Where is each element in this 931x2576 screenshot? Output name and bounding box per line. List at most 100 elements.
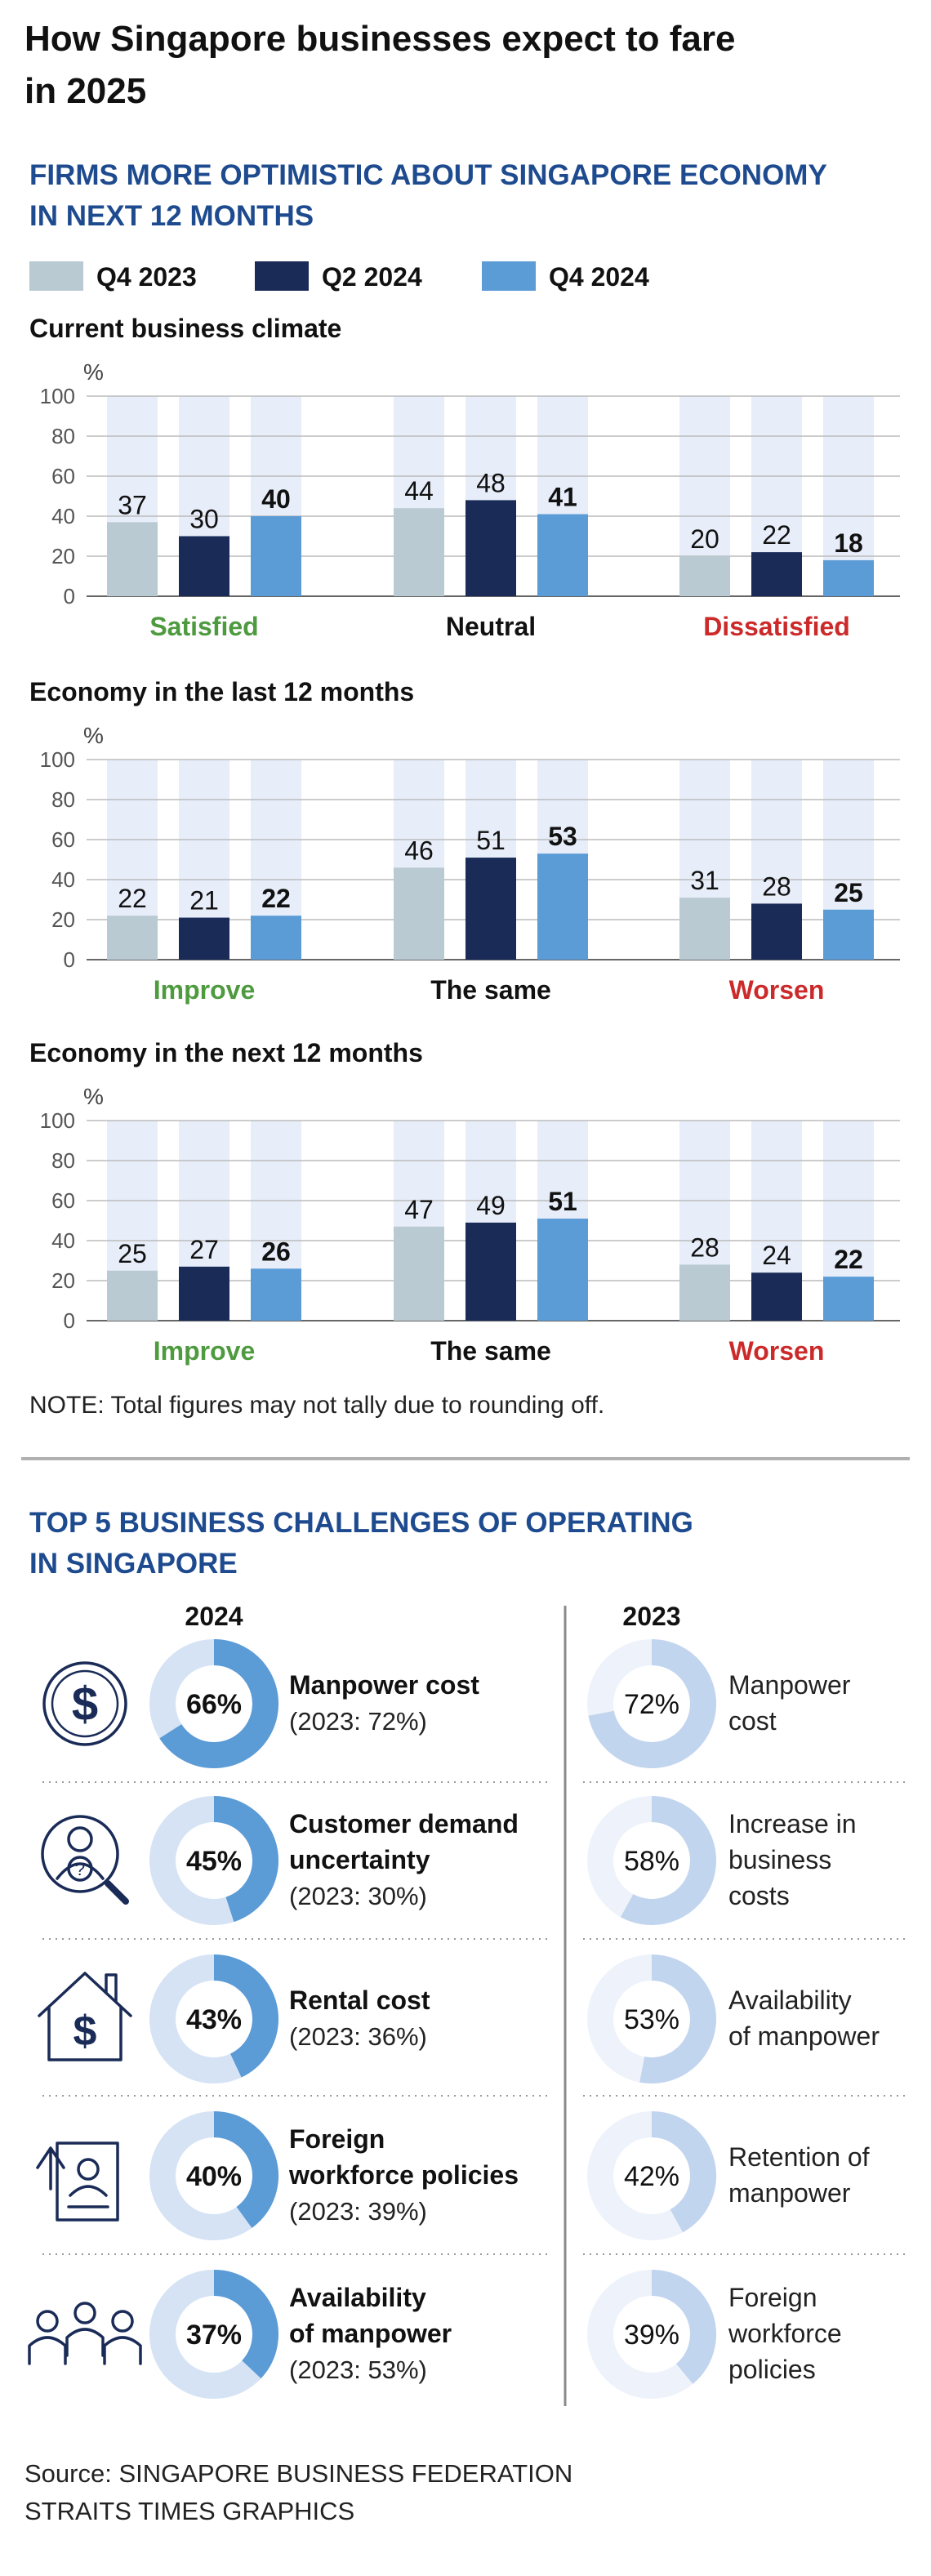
donut-arc [639, 1954, 717, 2084]
section-subtitle-line-2: IN NEXT 12 MONTHS [29, 200, 314, 232]
legend-swatch [29, 261, 83, 291]
column-header-2023: 2023 [622, 1602, 680, 1631]
bar-value-label: 44 [404, 476, 434, 506]
challenge-name-2023: workforce [728, 2319, 842, 2348]
bar [179, 917, 229, 960]
bar-value-label: 20 [690, 524, 719, 554]
bar [679, 1264, 730, 1321]
bar-value-label: 28 [690, 1232, 719, 1262]
category-label: Neutral [446, 612, 536, 641]
challenge-prior-value: (2023: 39%) [289, 2197, 427, 2226]
challenge-name: Foreign [289, 2124, 385, 2154]
dollar-glyph: $ [72, 1678, 98, 1731]
y-tick-label: 40 [51, 867, 75, 892]
donut-value-label: 58% [624, 1846, 679, 1877]
bar [251, 516, 301, 596]
donut-2023: 53% [587, 1954, 717, 2084]
donut-arc [651, 2270, 716, 2384]
chart-title: Economy in the next 12 months [29, 1038, 423, 1067]
challenge-name: uncertainty [289, 1845, 430, 1874]
bar-value-label: 47 [404, 1195, 434, 1224]
y-tick-label: 0 [64, 584, 75, 608]
bar-value-label: 22 [762, 520, 791, 550]
challenge-name-2023: Manpower [728, 1670, 851, 1700]
challenge-name-2023: Increase in [728, 1809, 857, 1838]
y-tick-label: 100 [40, 747, 75, 772]
donut-2024: 45% [149, 1796, 278, 1925]
section-divider [21, 1457, 910, 1460]
bar [107, 522, 158, 596]
donut-value-label: 45% [186, 1846, 242, 1877]
bar [823, 909, 874, 960]
donut-value-label: 40% [186, 2161, 242, 2192]
challenge-name: workforce policies [288, 2160, 519, 2190]
bar-value-label: 41 [548, 483, 577, 512]
challenge-prior-value: (2023: 30%) [289, 1882, 427, 1910]
category-label: Improve [154, 975, 255, 1005]
legend-swatch [255, 261, 309, 291]
challenge-name-2023: business [728, 1845, 831, 1874]
donut-value-label: 53% [624, 2004, 679, 2035]
source-line: STRAITS TIMES GRAPHICS [24, 2497, 354, 2525]
challenge-name-2023: Foreign [728, 2283, 817, 2312]
bar [751, 1272, 802, 1321]
column-header-2024: 2024 [185, 1602, 243, 1631]
question-glyph: ? [75, 1859, 85, 1879]
donut-arc [213, 2270, 278, 2379]
people-group-icon [28, 2302, 142, 2365]
bar-value-label: 28 [762, 871, 791, 901]
bar-chart: Economy in the next 12 months% 0 20 40 60 80 1… [29, 1038, 900, 1366]
challenge-prior-value: (2023: 72%) [289, 1707, 427, 1736]
donut-value-label: 42% [624, 2161, 679, 2192]
donut-2023: 72% [587, 1639, 716, 1768]
bar-chart: Economy in the last 12 months% 0 20 40 60 80 1… [29, 677, 900, 1005]
bar-value-label: 51 [476, 826, 506, 855]
bar [679, 556, 730, 596]
challenge-name: Rental cost [289, 1985, 430, 2015]
document-policy-icon [36, 2141, 119, 2222]
y-axis-unit: % [83, 1084, 104, 1109]
challenge-name-2023: manpower [728, 2178, 851, 2208]
category-label: Worsen [729, 1336, 825, 1366]
challenge-name-2023: Availability [728, 1985, 852, 2015]
bar-value-label: 21 [189, 886, 219, 916]
challenge-name-2023: Retention of [728, 2142, 870, 2172]
dollar-glyph: $ [74, 2008, 97, 2055]
bar-value-label: 26 [261, 1237, 291, 1266]
bar [537, 1219, 588, 1321]
challenge-name: of manpower [289, 2319, 452, 2348]
bar [823, 1277, 874, 1321]
bar-value-label: 53 [548, 822, 577, 851]
donut-2024: 66% [149, 1639, 278, 1768]
donut-2024: 37% [149, 2270, 278, 2399]
bar-value-label: 40 [261, 484, 291, 514]
y-tick-label: 0 [64, 947, 75, 972]
challenges-title-line-1: TOP 5 BUSINESS CHALLENGES OF OPERATING [29, 1507, 693, 1539]
y-tick-label: 40 [51, 1228, 75, 1253]
bar-chart: Current business climate% 0 20 40 60 80 100 37 3… [29, 314, 900, 641]
donut-arc [651, 2111, 716, 2233]
challenge-name: Manpower cost [289, 1670, 479, 1700]
y-tick-label: 0 [64, 1308, 75, 1333]
y-tick-label: 60 [51, 1188, 75, 1213]
bar [179, 1266, 229, 1321]
y-axis-unit: % [83, 723, 104, 748]
house-dollar-icon: $ [38, 1972, 132, 2061]
bar-value-label: 49 [476, 1191, 506, 1220]
donut-2024: 43% [149, 1954, 278, 2084]
bar-value-label: 51 [548, 1187, 577, 1216]
section-subtitle-line-1: FIRMS MORE OPTIMISTIC ABOUT SINGAPORE EC… [29, 159, 827, 191]
y-tick-label: 60 [51, 464, 75, 488]
legend-swatch [482, 261, 536, 291]
chart-title: Economy in the last 12 months [29, 677, 414, 706]
dollar-circle-icon: $ [42, 1661, 127, 1746]
y-tick-label: 40 [51, 504, 75, 528]
donut-value-label: 39% [624, 2320, 679, 2351]
challenge-name: Customer demand [289, 1809, 519, 1838]
bar-value-label: 18 [834, 528, 863, 558]
donut-value-label: 72% [624, 1689, 679, 1720]
donut-arc [620, 1796, 716, 1925]
bar [107, 916, 158, 960]
y-tick-label: 100 [40, 1108, 75, 1133]
